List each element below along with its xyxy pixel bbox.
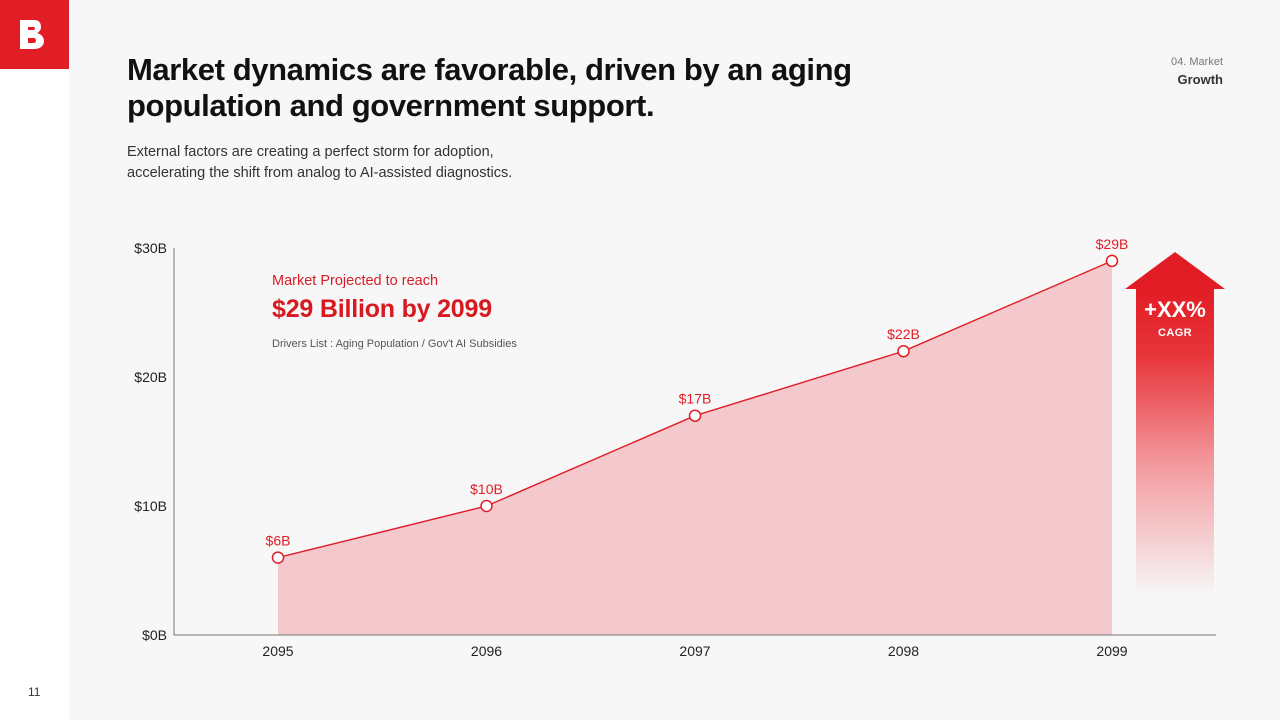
page-number: 11 xyxy=(28,685,41,699)
data-label: $10B xyxy=(470,481,503,497)
page-subtitle: External factors are creating a perfect … xyxy=(127,142,597,184)
cagr-arrow: +XX% CAGR xyxy=(1125,252,1225,597)
y-tick-label: $0B xyxy=(142,627,167,643)
callout-drivers: Drivers List : Aging Population / Gov't … xyxy=(272,338,517,350)
y-axis-ticks: $0B $10B $20B $30B xyxy=(134,240,167,643)
section-indicator: 04. Market Growth xyxy=(1171,56,1223,87)
data-label: $29B xyxy=(1096,236,1129,252)
arrow-up-icon xyxy=(1125,252,1225,289)
x-tick-label: 2096 xyxy=(471,643,502,659)
subtitle-line-2: accelerating the shift from analog to AI… xyxy=(127,165,513,181)
logo-icon xyxy=(20,20,44,49)
y-tick-label: $10B xyxy=(134,498,167,514)
data-label: $22B xyxy=(887,326,920,342)
left-sidebar xyxy=(0,0,69,720)
cagr-arrow-body xyxy=(1136,288,1214,597)
x-tick-label: 2095 xyxy=(262,643,293,659)
data-label: $6B xyxy=(266,533,291,549)
data-point xyxy=(1105,254,1119,268)
data-points xyxy=(271,254,1119,564)
y-tick-label: $30B xyxy=(134,240,167,256)
x-axis-ticks: 2095 2096 2097 2098 2099 xyxy=(262,643,1127,659)
callout-headline: $29 Billion by 2099 xyxy=(272,295,492,323)
section-number: 04. Market xyxy=(1171,56,1223,68)
data-label: $17B xyxy=(679,391,712,407)
data-point xyxy=(897,344,910,358)
callout-kicker: Market Projected to reach xyxy=(272,273,439,289)
subtitle-line-1: External factors are creating a perfect … xyxy=(127,144,494,160)
cagr-label: CAGR xyxy=(1158,327,1192,339)
data-point xyxy=(480,499,493,513)
projection-callout: Market Projected to reach $29 Billion by… xyxy=(272,272,632,351)
x-tick-label: 2097 xyxy=(679,643,710,659)
page-title: Market dynamics are favorable, driven by… xyxy=(127,52,852,123)
x-tick-label: 2099 xyxy=(1096,643,1127,659)
y-tick-label: $20B xyxy=(134,369,167,385)
cagr-value: +XX% xyxy=(1144,297,1206,322)
data-point xyxy=(688,409,702,422)
brand-logo xyxy=(0,0,69,69)
data-point xyxy=(271,551,285,564)
x-tick-label: 2098 xyxy=(888,643,919,659)
section-name: Growth xyxy=(1177,72,1224,87)
data-labels: $6B $10B $17B $22B $29B xyxy=(266,236,1129,549)
